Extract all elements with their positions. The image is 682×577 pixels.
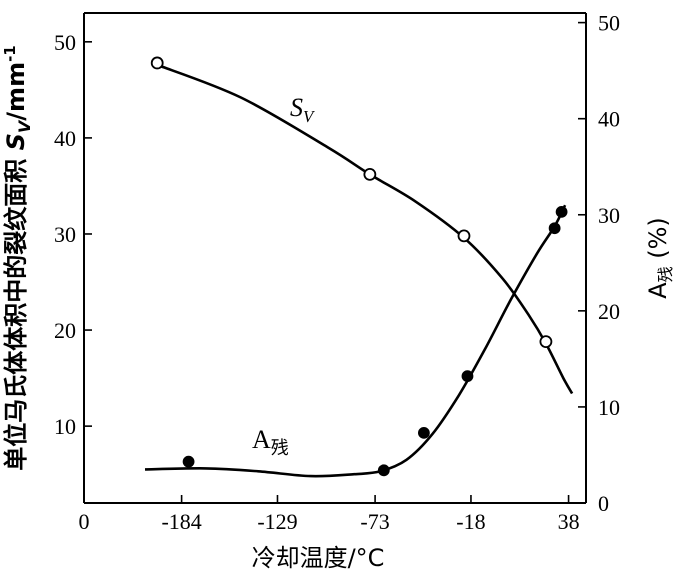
right-y-axis-title-a: A <box>644 282 672 299</box>
x-tick-label: -73 <box>360 509 389 534</box>
right-y-axis-ticks: 0 10 20 30 40 50 <box>578 11 620 516</box>
a-residual-series-label-sub: 残 <box>271 438 289 458</box>
a-residual-point <box>182 455 195 468</box>
left-y-axis-title-superscript: -1 <box>1 45 19 62</box>
sv-series-label: SV <box>290 93 316 126</box>
sv-point <box>457 229 471 243</box>
a-residual-point <box>548 222 561 235</box>
left-y-tick-label: 20 <box>54 318 76 343</box>
left-y-tick-label: 30 <box>54 222 76 247</box>
a-residual-point <box>417 426 430 439</box>
right-y-tick-label: 10 <box>598 395 620 420</box>
right-y-tick-label: 50 <box>598 11 620 36</box>
a-residual-point <box>377 464 390 477</box>
right-y-tick-label: 40 <box>598 107 620 132</box>
x-tick-label: -18 <box>456 509 485 534</box>
left-y-axis-ticks: 10 20 30 40 50 <box>54 30 92 439</box>
x-tick-label: -129 <box>257 509 297 534</box>
a-residual-series-label: A残 <box>252 425 289 458</box>
right-y-tick-label: 20 <box>598 299 620 324</box>
sv-point <box>539 335 553 348</box>
sv-point <box>363 168 377 181</box>
x-axis-title: 冷却温度/°C <box>252 544 385 572</box>
a-residual-point <box>461 370 474 383</box>
a-residual-curve <box>144 204 567 478</box>
x-axis-ticks: 0 -184 -129 -73 -18 38 <box>79 495 580 534</box>
a-residual-series-label-main: A <box>252 425 271 454</box>
left-y-tick-label: 40 <box>54 126 76 151</box>
sv-series-label-main: S <box>290 93 303 122</box>
sv-series-label-sub: V <box>303 107 316 126</box>
right-y-tick-label: 30 <box>598 203 620 228</box>
left-y-axis-title-subscript: V <box>15 119 34 133</box>
left-y-axis-title-symbol: S <box>2 133 30 150</box>
x-tick-label: 38 <box>558 509 580 534</box>
left-y-tick-label: 10 <box>54 414 76 439</box>
left-y-axis-title-text: 单位马氏体体积中的裂纹面积 <box>2 150 30 470</box>
right-y-axis-title-unit: (%) <box>644 217 672 266</box>
left-y-axis-title: 单位马氏体体积中的裂纹面积 SV/mm-1 <box>1 45 34 471</box>
x-tick-label: -184 <box>161 509 201 534</box>
right-y-axis-title-subscript: 残 <box>656 266 675 282</box>
right-y-axis-title: A残 (%) <box>644 217 675 299</box>
right-y-tick-label: 0 <box>598 491 609 516</box>
a-residual-point <box>555 205 568 218</box>
series-layer <box>144 56 574 478</box>
left-y-axis-title-unit: /mm <box>2 62 30 121</box>
x-tick-label: 0 <box>79 509 90 534</box>
sv-point <box>150 56 164 70</box>
sv-curve <box>156 63 574 395</box>
left-y-tick-label: 50 <box>54 30 76 55</box>
